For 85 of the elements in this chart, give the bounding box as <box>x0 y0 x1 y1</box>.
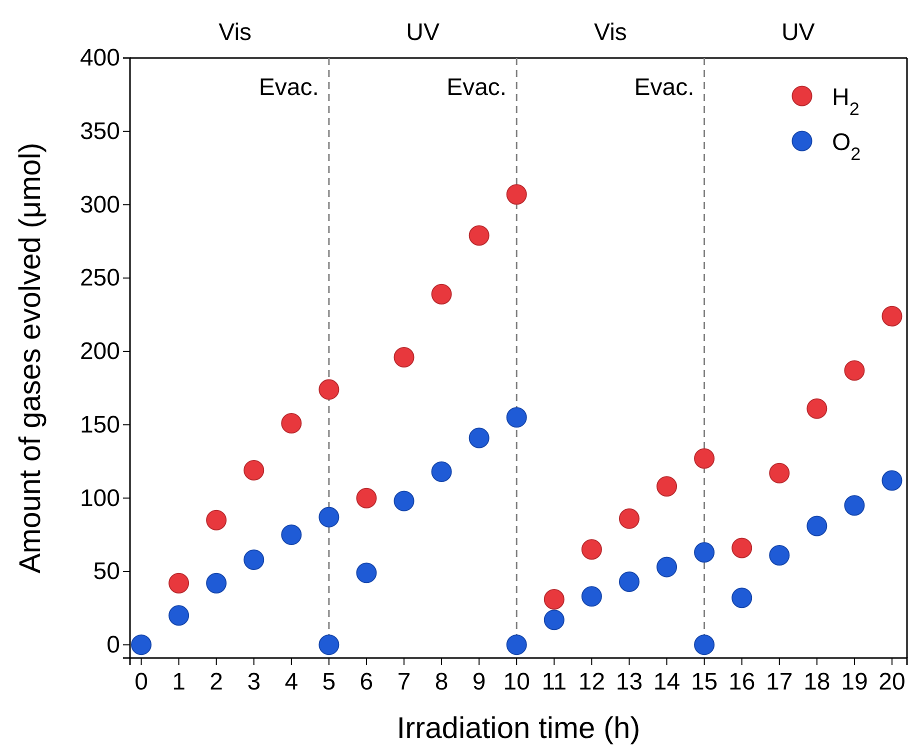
y-tick-label: 300 <box>80 191 120 218</box>
x-tick-label: 19 <box>841 668 868 696</box>
point <box>506 407 527 428</box>
point <box>806 516 828 536</box>
point <box>244 549 264 570</box>
point <box>356 562 377 584</box>
y-tick-label: 400 <box>80 44 120 72</box>
point <box>206 510 227 530</box>
x-tick-label: 6 <box>360 668 374 696</box>
text: Vis <box>218 19 252 46</box>
point <box>318 506 340 528</box>
x-tick-label: 10 <box>503 668 530 696</box>
point <box>168 572 190 594</box>
y-tick-label: 200 <box>80 338 120 366</box>
x-tick-label: 4 <box>284 668 298 696</box>
point <box>694 448 715 469</box>
point <box>281 413 302 434</box>
point <box>318 634 340 656</box>
y-tick-label: 350 <box>80 118 120 146</box>
x-tick-label: 3 <box>247 668 261 696</box>
y-tick-label: 0 <box>106 631 120 658</box>
point <box>394 347 414 368</box>
point <box>431 284 452 304</box>
y-axis-title: Amount of gases evolved (μmol) <box>14 142 47 574</box>
point <box>581 539 602 560</box>
y-tick-label: 50 <box>93 558 120 586</box>
x-tick-label: 18 <box>804 668 830 696</box>
point <box>769 462 790 484</box>
point <box>844 360 865 381</box>
point <box>130 634 152 656</box>
ref-line-label: Evac. <box>258 74 319 101</box>
point <box>544 610 564 630</box>
y-tick-label: 250 <box>80 264 120 292</box>
point <box>318 379 340 400</box>
point <box>732 538 752 558</box>
x-tick-label: 17 <box>766 668 793 696</box>
point <box>244 460 264 480</box>
x-axis-title: Irradiation time (h) <box>396 712 640 745</box>
x-tick-label: 12 <box>578 668 606 696</box>
point <box>544 589 564 610</box>
point <box>694 634 715 656</box>
x-tick-label: 16 <box>728 668 756 696</box>
point <box>656 556 678 578</box>
legend-label: O$_{2}$ <box>832 129 861 164</box>
text: UV <box>781 19 815 46</box>
x-tick-label: 13 <box>616 668 643 696</box>
point <box>618 508 640 529</box>
point <box>806 398 828 419</box>
x-tick-label: 1 <box>172 668 186 696</box>
point <box>468 225 490 246</box>
x-tick-label: 8 <box>434 668 448 696</box>
x-tick-label: 11 <box>542 668 567 696</box>
point <box>206 572 227 594</box>
point <box>732 588 752 608</box>
x-tick-label: 5 <box>322 668 336 696</box>
x-tick-label: 0 <box>134 668 148 696</box>
point <box>468 428 490 448</box>
point <box>281 524 302 546</box>
ref-line-label: Evac. <box>634 74 694 101</box>
x-tick-label: 2 <box>210 668 224 696</box>
x-tick-label: 7 <box>397 668 411 696</box>
point <box>168 605 190 626</box>
point <box>431 461 452 482</box>
point <box>882 306 902 326</box>
point <box>506 634 527 656</box>
point <box>769 545 790 566</box>
text: UV <box>406 19 440 46</box>
x-tick-label: 14 <box>653 668 680 696</box>
point <box>656 476 678 497</box>
point <box>581 586 602 607</box>
legend-label: H$_{2}$ <box>832 84 860 119</box>
text: Vis <box>594 19 627 46</box>
y-tick-label: 150 <box>80 411 120 438</box>
x-tick-label: 15 <box>690 668 718 696</box>
y-tick-label: 100 <box>80 484 120 512</box>
point <box>394 490 414 512</box>
point <box>506 184 527 205</box>
x-tick-label: 9 <box>472 668 486 696</box>
point <box>618 571 640 592</box>
point <box>882 470 902 491</box>
point <box>694 542 715 563</box>
x-tick-label: 20 <box>878 668 906 696</box>
point <box>844 495 865 516</box>
ref-line-label: Evac. <box>446 74 507 101</box>
point <box>356 488 377 508</box>
